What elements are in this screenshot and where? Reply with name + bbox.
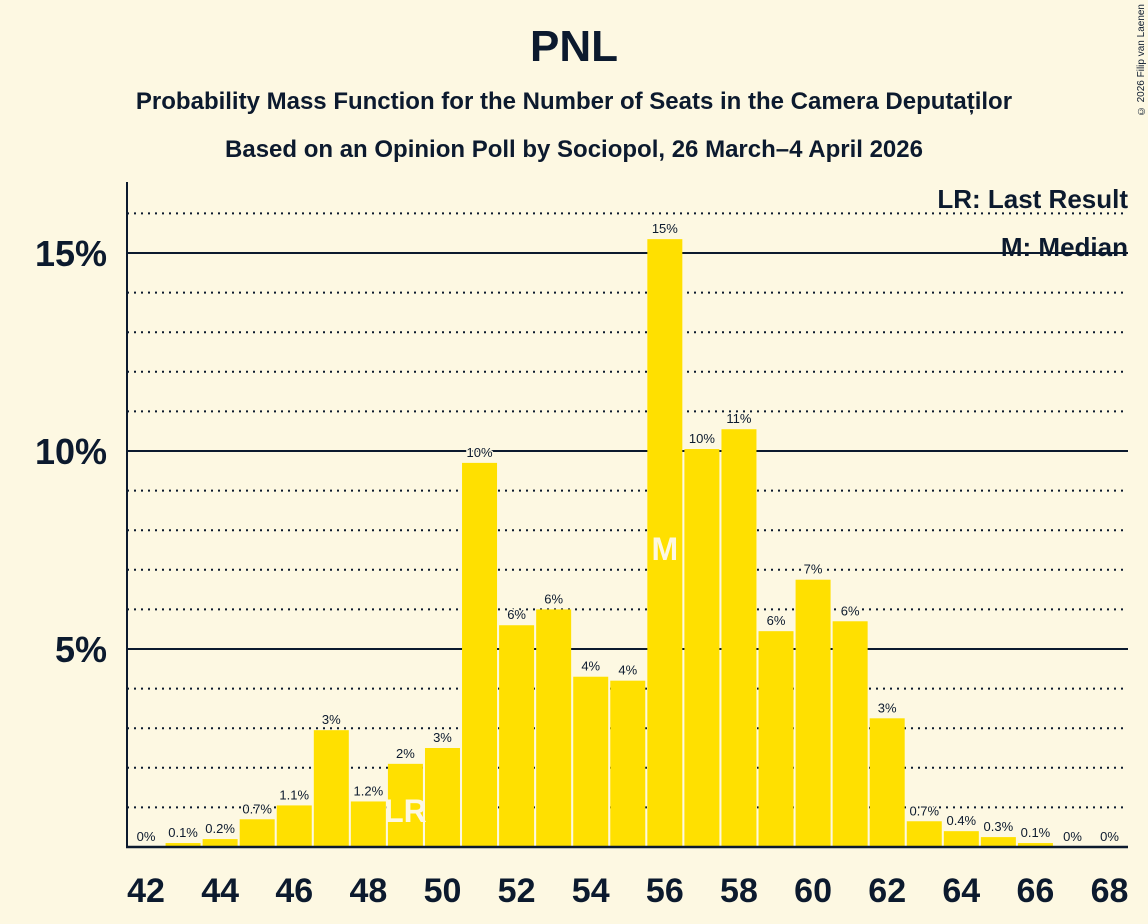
bar-value-label: 6% [767, 613, 786, 628]
x-tick-label: 68 [1091, 872, 1129, 910]
bar-value-label: 10% [467, 445, 493, 460]
bar-value-label: 3% [322, 712, 341, 727]
bar-value-label: 0.1% [168, 825, 198, 840]
chart-title: PNL [530, 22, 618, 71]
legend-median: M: Median [1000, 232, 1128, 262]
x-tick-label: 42 [127, 872, 165, 910]
bar-value-label: 6% [841, 603, 860, 618]
x-tick-label: 66 [1017, 872, 1055, 910]
y-tick-label: 15% [35, 233, 107, 274]
last-result-marker: LR [384, 793, 427, 829]
bar-seat-66 [1017, 843, 1053, 847]
bar-seat-43 [165, 843, 201, 847]
bar-seat-58 [721, 429, 757, 847]
bar-seat-63 [906, 821, 942, 847]
bar-seat-55 [610, 680, 646, 847]
bar-seat-65 [980, 837, 1016, 847]
x-tick-label: 50 [424, 872, 462, 910]
bar-value-label: 6% [507, 607, 526, 622]
bar-seat-64 [943, 831, 979, 847]
bar-seat-60 [795, 579, 831, 847]
bar-seat-50 [424, 748, 460, 847]
bar-value-label: 6% [544, 591, 563, 606]
bar-value-label: 1.2% [354, 783, 384, 798]
chart-subtitle: Probability Mass Function for the Number… [135, 88, 1013, 115]
bar-value-label: 15% [652, 221, 678, 236]
bar-value-label: 0.4% [946, 813, 976, 828]
bar-seat-59 [758, 631, 794, 847]
x-tick-label: 44 [201, 872, 239, 910]
bar-seat-46 [276, 805, 312, 847]
bar-value-label: 4% [581, 659, 600, 674]
bar-seat-44 [202, 839, 238, 847]
bar-value-label: 3% [433, 730, 452, 745]
x-tick-label: 46 [275, 872, 313, 910]
bar-seat-61 [832, 621, 868, 847]
bar-value-label: 0% [1100, 829, 1119, 844]
x-tick-label: 64 [942, 872, 980, 910]
chart-subtitle-source: Based on an Opinion Poll by Sociopol, 26… [225, 136, 923, 163]
x-tick-label: 56 [646, 872, 684, 910]
median-marker: M [652, 531, 679, 567]
bar-seat-57 [684, 449, 720, 847]
bar-seat-51 [462, 462, 498, 847]
bar-seat-45 [239, 819, 275, 847]
bar-value-label: 2% [396, 746, 415, 761]
bar-seat-48 [350, 801, 386, 847]
bar-value-label: 3% [878, 700, 897, 715]
bar-value-label: 1.1% [279, 787, 309, 802]
bar-seat-52 [499, 625, 535, 847]
bar-value-label: 10% [689, 431, 715, 446]
bar-seat-49 [387, 763, 423, 847]
bar-value-label: 7% [804, 562, 823, 577]
legend-last-result: LR: Last Result [937, 184, 1128, 214]
y-tick-label: 5% [55, 629, 107, 670]
bar-value-label: 0% [137, 829, 156, 844]
x-tick-label: 58 [720, 872, 758, 910]
bar-value-label: 4% [618, 663, 637, 678]
x-tick-label: 62 [868, 872, 906, 910]
bar-value-label: 11% [726, 411, 751, 426]
bar-value-label: 0.7% [909, 803, 939, 818]
bar-value-label: 0.2% [205, 821, 235, 836]
bar-value-label: 0.7% [242, 801, 272, 816]
bar-seat-56 [647, 239, 683, 847]
bar-seat-62 [869, 718, 905, 847]
bar-seat-54 [573, 676, 609, 847]
y-tick-label: 10% [35, 431, 107, 472]
x-tick-label: 60 [794, 872, 832, 910]
bar-value-label: 0.3% [984, 819, 1014, 834]
bar-value-label: 0% [1063, 829, 1082, 844]
bar-value-label: 0.1% [1021, 825, 1051, 840]
x-tick-label: 54 [572, 872, 610, 910]
x-tick-label: 48 [349, 872, 387, 910]
x-tick-label: 52 [498, 872, 536, 910]
bar-seat-47 [313, 730, 349, 847]
bar-seat-53 [536, 609, 572, 847]
